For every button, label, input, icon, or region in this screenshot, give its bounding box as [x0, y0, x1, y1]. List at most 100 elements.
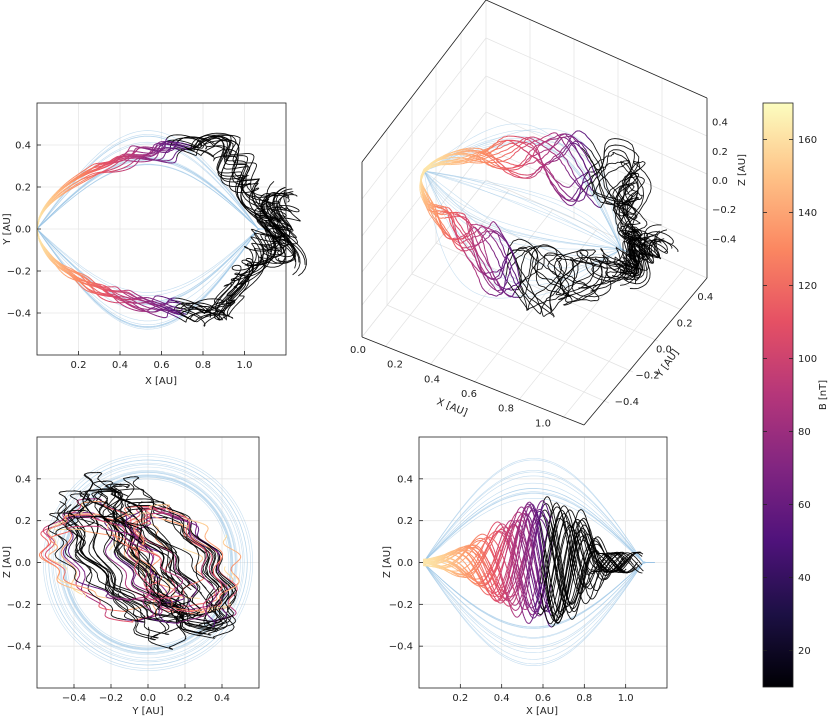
- tick-label-y: −0.4: [7, 642, 31, 653]
- field-line-xy-hot-segment: [88, 176, 91, 179]
- field-line-yz-hot-segment: [126, 586, 129, 589]
- field-line-yz-hot-segment: [137, 585, 140, 588]
- field-line-yz-hot-segment: [181, 578, 184, 581]
- tick-label-y: −0.2: [7, 600, 31, 611]
- field-line-yz-hot-segment: [182, 597, 185, 600]
- field-line-xy-hot-segment: [72, 182, 76, 185]
- field-line-yz-hot-segment: [218, 590, 221, 593]
- field-line-yz-hot-segment: [64, 516, 67, 518]
- field-line-xy-hot-segment: [175, 148, 181, 151]
- field-line-yz-hot-segment: [174, 562, 176, 566]
- field-line-xy-hot-segment: [113, 292, 116, 295]
- field-line-xy-hot-segment: [80, 180, 84, 183]
- tick-label-y: 0.2: [15, 516, 31, 527]
- field-line-yz-hot-segment: [74, 574, 77, 578]
- field-line-yz-hot-segment: [170, 513, 172, 516]
- field-line-xz-hot-segment: [529, 517, 532, 521]
- field-line-xy-hot-segment: [176, 150, 179, 153]
- field-line-xy-hot-segment: [123, 161, 126, 165]
- field-line-yz-hot-segment: [53, 564, 57, 568]
- field-line-xy-hot-segment: [75, 280, 79, 284]
- field-line-yz-hot-segment: [195, 520, 200, 523]
- field-line-yz-hot-segment: [133, 530, 135, 533]
- field-line-xy-hot-segment: [47, 251, 51, 255]
- field-line-yz-hot-segment: [57, 533, 62, 536]
- field-line-xy-hot-segment: [77, 172, 81, 175]
- field-line-yz-hot-segment: [61, 546, 65, 550]
- field-line-xy-hot-segment: [105, 289, 109, 292]
- field-line-yz-hot-segment: [109, 542, 111, 544]
- field-line-xy-hot-segment: [109, 288, 112, 291]
- field-line-xy-hot-segment: [75, 275, 78, 278]
- field-line-yz-hot-segment: [169, 510, 173, 513]
- field-line-xy-hot-segment: [129, 145, 132, 148]
- field-line-yz-hot-segment: [139, 596, 145, 599]
- field-line-yz-hot-segment: [77, 576, 80, 579]
- field-line-xy-hot-segment: [49, 255, 53, 259]
- field-line-yz-hot-segment: [190, 535, 193, 538]
- field-line-xy-hot-segment: [96, 294, 100, 297]
- field-line-xy-hot-segment: [49, 197, 53, 201]
- field-line-xy-hot-segment: [165, 303, 167, 305]
- field-line-yz-hot-segment: [202, 603, 205, 606]
- field-line-xy-hot-segment: [155, 149, 159, 151]
- field-line-xy-hot-segment: [110, 165, 114, 169]
- field-line-xy-hot-segment: [92, 174, 95, 177]
- field-line-xy-hot-segment: [148, 147, 152, 150]
- field-line-xy-hot-segment: [83, 177, 86, 180]
- field-line-xy-hot-segment: [71, 272, 74, 275]
- field-line-xy-hot-segment: [92, 168, 96, 171]
- field-line-xy-hot-segment: [127, 307, 132, 310]
- field-line-yz-hot-segment: [179, 598, 184, 601]
- field-line-yz-hot-segment: [208, 541, 212, 545]
- field-line-yz-hot-segment: [191, 551, 196, 554]
- field-line-xy-hot-segment: [73, 278, 77, 281]
- field-line-yz-hot-segment: [195, 533, 197, 536]
- field-line-xy-hot-segment: [121, 153, 124, 156]
- field-line-yz-hot-segment: [44, 552, 47, 556]
- field-line-yz-hot-segment: [63, 573, 66, 576]
- field-line-xy-hot-segment: [111, 170, 115, 172]
- field-line-yz-hot-segment: [75, 588, 80, 591]
- field-line-yz-hot-segment: [53, 538, 56, 542]
- field-line-xy-hot-segment: [178, 310, 180, 313]
- envelope-line: [36, 141, 270, 230]
- field-line-xz-hot-segment: [502, 577, 505, 581]
- field-line-yz-hot-segment: [166, 508, 169, 510]
- field-line-xz-hot-segment: [503, 575, 506, 579]
- field-line-yz-hot-segment: [183, 593, 185, 595]
- field-line-yz-hot-segment: [229, 600, 231, 603]
- field-line-yz-hot-segment: [174, 587, 177, 590]
- field-line-yz-hot-segment: [133, 577, 135, 580]
- tick-label-x: 0.2: [71, 360, 87, 371]
- field-line-yz-hot-segment: [206, 529, 209, 532]
- field-line-yz-hot-segment: [166, 506, 169, 508]
- field-line-xy-hot-segment: [86, 281, 89, 285]
- field-line-yz-hot-segment: [152, 604, 154, 607]
- field-line-yz-hot-segment: [136, 510, 139, 512]
- field-line-xy-hot-segment: [153, 308, 157, 311]
- field-line-yz-hot-segment: [213, 572, 215, 575]
- field-line-yz-hot-segment: [153, 516, 156, 518]
- field-line-yz-hot-segment: [159, 517, 163, 520]
- field-line-xy-hot-segment: [69, 277, 73, 280]
- field-line-yz-hot-segment: [45, 534, 48, 536]
- xlabel-yz: Y [AU]: [131, 706, 163, 717]
- field-line-xy-hot-segment: [137, 294, 142, 298]
- field-line-yz-hot-segment: [124, 570, 127, 573]
- field-line-xy-hot-segment: [70, 183, 73, 187]
- field-line-xy-hot-segment: [132, 303, 136, 306]
- field-line-xy-hot-segment: [170, 149, 173, 152]
- field-line-xy-hot-segment: [143, 297, 148, 301]
- field-line-xy-hot-segment: [58, 266, 62, 269]
- field-line-xy-hot-segment: [122, 169, 126, 172]
- field-line-yz-hot-segment: [194, 565, 197, 568]
- field-line-yz-hot-segment: [231, 577, 234, 580]
- field-line-yz-hot-segment: [225, 536, 227, 539]
- field-line-xz-hot-segment: [520, 595, 523, 599]
- field-line-xy-hot-segment: [174, 153, 176, 156]
- field-line-xz-hot-segment: [488, 537, 491, 541]
- field-line-xy-hot-segment: [144, 310, 148, 313]
- field-line-yz-hot-segment: [147, 524, 150, 527]
- field-line-xy-hot-segment: [151, 299, 154, 301]
